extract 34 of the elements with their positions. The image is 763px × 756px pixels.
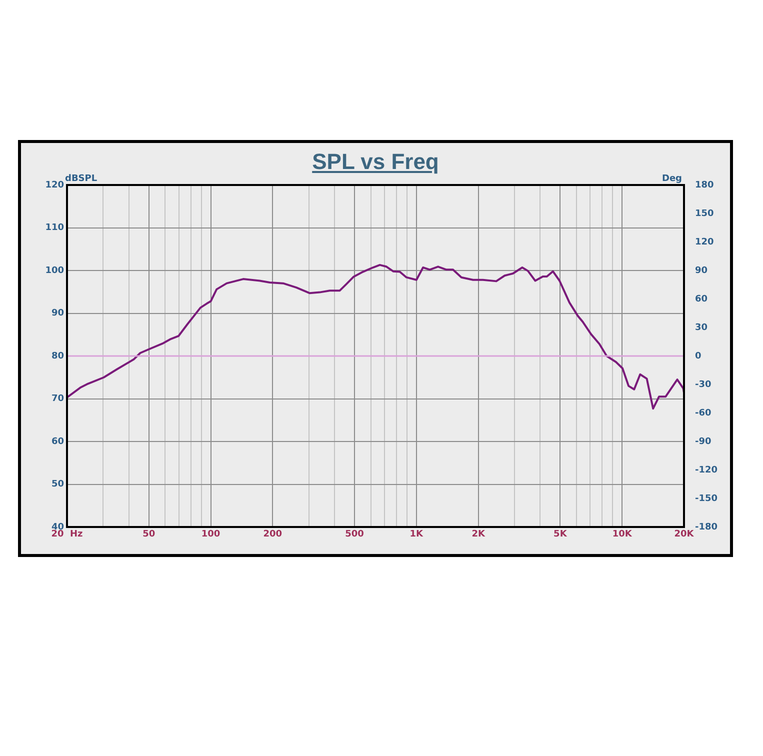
y2-tick-label: -60 xyxy=(695,408,712,418)
y-tick-label: 80 xyxy=(51,351,64,362)
y2-tick-label: -180 xyxy=(695,522,718,532)
y-tick-label: 110 xyxy=(45,223,64,234)
y2-tick-label: 120 xyxy=(695,237,714,248)
y2-tick-label: -30 xyxy=(695,380,712,390)
y2-axis-title: Deg xyxy=(662,174,682,184)
y2-tick-label: 180 xyxy=(695,180,714,190)
y-tick-label: 50 xyxy=(51,480,64,490)
x-tick-label: 20K xyxy=(674,530,695,540)
x-tick-label: 100 xyxy=(201,530,220,540)
y2-tick-label: 150 xyxy=(695,208,714,219)
y2-tick-label: 0 xyxy=(695,351,702,362)
y-tick-label: 60 xyxy=(51,436,64,447)
x-tick-label: 2K xyxy=(472,530,486,540)
y2-tick-label: -150 xyxy=(695,494,718,504)
y-axis-title: dBSPL xyxy=(65,174,98,184)
y-tick-label: 90 xyxy=(51,308,64,319)
x-tick-label: 5K xyxy=(554,530,568,540)
y-tick-label: 70 xyxy=(51,394,64,404)
x-tick-label: 50 xyxy=(142,530,156,540)
y-tick-label: 100 xyxy=(45,266,64,276)
x-tick-label: 10K xyxy=(612,530,633,540)
x-tick-label: 200 xyxy=(263,530,282,540)
y-tick-label: 120 xyxy=(45,180,64,190)
x-tick-label: 1K xyxy=(410,530,424,540)
y2-tick-label: -120 xyxy=(695,465,718,476)
y2-tick-label: 30 xyxy=(695,322,708,333)
y2-tick-label: -90 xyxy=(695,436,712,447)
y2-tick-label: 60 xyxy=(695,294,708,304)
x-tick-label: 500 xyxy=(345,530,364,540)
chart-title: SPL vs Freq xyxy=(311,149,440,175)
x-tick-label: 20 Hz xyxy=(51,530,83,540)
y2-tick-label: 90 xyxy=(695,266,708,276)
